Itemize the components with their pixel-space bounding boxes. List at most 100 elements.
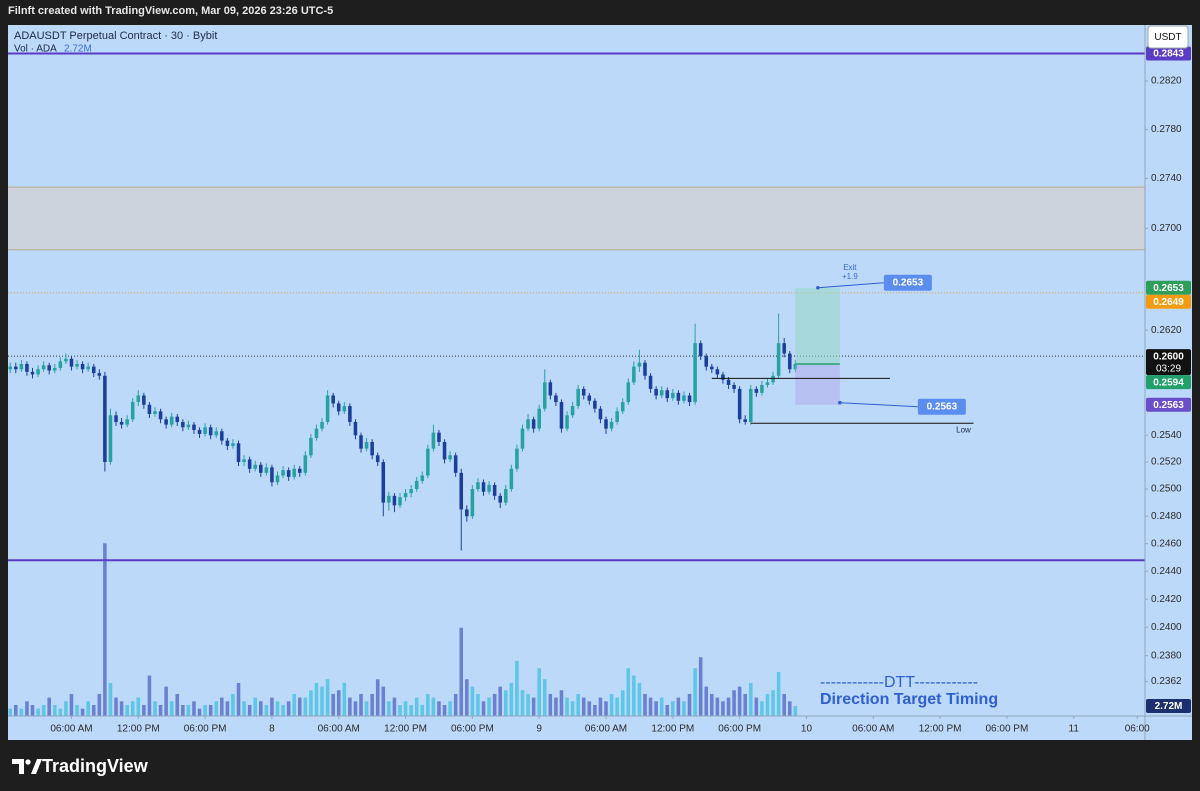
x-tick-label: 12:00 PM [384,724,427,735]
volume-bar [97,693,102,716]
x-tick-label: 06:00 AM [318,724,360,735]
volume-legend-value: 2.72M [64,44,92,55]
volume-bar [498,686,502,716]
volume-bar [225,701,230,716]
candle-body [570,406,575,416]
y-tick-label: 0.2520 [1151,457,1182,468]
x-tick-label: 06:00 PM [718,724,761,735]
volume-bar [626,668,631,716]
candle-body [75,363,79,367]
lines-layer [8,52,1145,562]
volume-bar [392,697,397,716]
currency-label[interactable]: USDT [1154,32,1181,43]
target-label: 0.2653 [893,277,924,288]
volume-bar [442,704,447,716]
candle-body [737,388,742,420]
watermark: Filnft created with TradingView.com, Mar… [8,5,333,17]
volume-bar [715,697,720,716]
volume-bar [292,693,296,716]
volume-bar [181,704,185,716]
volume-bar [793,706,798,716]
candle-body [765,382,770,385]
volume-bar [30,704,35,716]
candle-body [387,495,391,503]
candle-body [348,406,352,422]
volume-bar [214,701,219,716]
candle-body [353,421,358,436]
candle-body [8,366,13,370]
candle-body [426,448,430,476]
candle-body [431,432,436,449]
candle-body [659,390,664,396]
volume-bar [197,708,202,716]
volume-bar [726,697,731,716]
ratio-label: +1.9 [842,272,858,281]
volume-bar [398,704,402,716]
volume-bar [108,682,113,716]
volume-bar [537,668,541,716]
volume-bar [275,701,280,716]
volume-bar [492,693,497,716]
volume-bar [615,697,619,716]
candle-body [409,489,413,494]
volume-bar [693,668,697,716]
candle-body [453,455,458,473]
candle-body [375,455,380,463]
volume-bar [297,697,302,716]
candle-body [297,468,302,473]
volume-bar [247,704,252,716]
volume-bar [119,701,124,716]
volume-bar [325,679,330,716]
candle-body [554,395,558,403]
candle-body [264,467,269,473]
price-marker [1146,294,1191,309]
x-tick-label: 10 [801,724,813,735]
candle-body [97,373,102,376]
candle-body [270,467,274,483]
volume-bar [465,679,469,716]
x-tick-label: 06:00 AM [852,724,894,735]
volume-bar [531,697,536,716]
volume-bar [242,701,246,716]
candle-body [442,441,447,460]
volume-bar [41,704,46,716]
volume-bar [748,682,753,716]
candle-body [671,392,675,399]
candle-body [381,462,386,503]
candle-body [64,358,68,362]
candle-body [253,464,258,469]
volume-bar [515,660,519,716]
volume-bar [609,693,614,716]
volume-bar [125,704,129,716]
volume-marker-label: 2.72M [1155,701,1183,712]
volume-legend: Vol · ADA [14,44,57,55]
candle-body [776,343,781,376]
candle-body [225,440,230,446]
volume-bar [509,682,514,716]
candle-body [743,419,747,422]
volume-bar [676,697,681,716]
volume-bar [409,704,413,716]
volume-bar [710,693,714,716]
y-tick-label: 0.2500 [1151,484,1182,495]
volume-bar [186,704,191,716]
volume-bar [632,675,636,716]
x-tick-label: 06:00 PM [451,724,494,735]
volume-bar [559,690,564,716]
currency-button[interactable] [1147,25,1189,49]
volume-bar [671,701,675,716]
y-tick-label: 0.2420 [1151,594,1182,605]
volume-bar [231,693,235,716]
candle-body [281,470,285,476]
volume-bar [598,697,603,716]
volume-bar [476,693,480,716]
volume-bar [593,704,597,716]
candle-body [704,356,709,367]
zone [8,187,1145,250]
x-tick-label: 11 [1069,724,1080,735]
volume-bar [754,697,759,716]
volume-bar [414,697,419,716]
candle-body [186,424,191,428]
candle-body [292,468,296,477]
